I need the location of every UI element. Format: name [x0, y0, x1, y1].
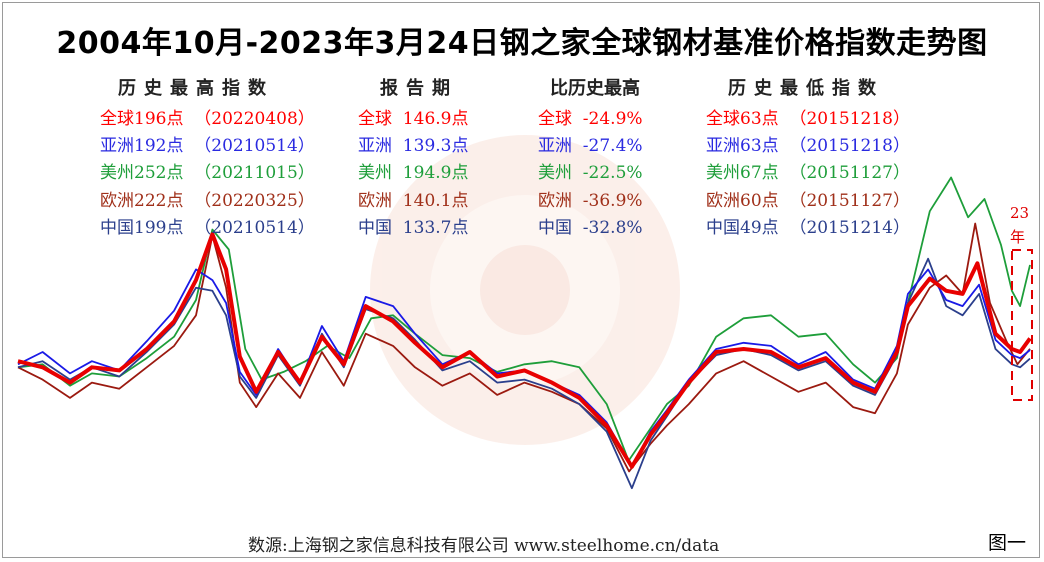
watermark-logo — [370, 135, 680, 445]
chart-title: 2004年10月-2023年3月24日钢之家全球钢材基准价格指数走势图 — [56, 26, 988, 61]
vs-high-asia: 亚洲 -27.4% — [538, 136, 643, 156]
header-historic-high: 历史最高指数 — [118, 78, 274, 99]
year-marker-number: 23 — [1010, 204, 1030, 222]
series-line-europe — [17, 222, 1031, 473]
report-asia: 亚洲 139.3点 — [358, 136, 469, 156]
low-china: 中国49点 （20151214） — [706, 218, 910, 238]
header-vs-high: 比历史最高 — [550, 78, 640, 99]
data-source: 数源:上海钢之家信息科技有限公司 www.steelhome.cn/data — [248, 536, 720, 556]
year-highlight-box — [1011, 249, 1033, 401]
vs-high-america: 美州 -22.5% — [538, 163, 643, 183]
report-europe: 欧洲 140.1点 — [358, 191, 469, 211]
vs-high-global: 全球 -24.9% — [538, 109, 643, 129]
report-global: 全球 146.9点 — [358, 109, 469, 129]
report-china: 中国 133.7点 — [358, 218, 469, 238]
low-america: 美州67点 （20151127） — [706, 163, 910, 183]
header-historic-low: 历史最低指数 — [728, 78, 884, 99]
high-europe: 欧洲222点 （20220325） — [100, 191, 315, 211]
high-global: 全球196点 （20220408） — [100, 109, 315, 129]
figure-number: 图一 — [988, 532, 1027, 554]
low-global: 全球63点 （20151218） — [706, 109, 910, 129]
series-line-global — [17, 232, 1032, 469]
high-america: 美州252点 （20211015） — [100, 163, 315, 183]
high-china: 中国199点 （20210514） — [100, 218, 315, 238]
low-europe: 欧洲60点 （20151127） — [706, 191, 910, 211]
report-america: 美州 194.9点 — [358, 163, 469, 183]
plot-area — [17, 176, 1032, 490]
low-asia: 亚洲63点 （20151218） — [706, 136, 910, 156]
year-marker-unit: 年 — [1010, 228, 1026, 246]
vs-high-europe: 欧洲 -36.9% — [538, 191, 643, 211]
series-line-china — [17, 257, 1031, 490]
vs-high-china: 中国 -32.8% — [538, 218, 643, 238]
header-report-period: 报告期 — [380, 78, 458, 99]
high-asia: 亚洲192点 （20210514） — [100, 136, 315, 156]
